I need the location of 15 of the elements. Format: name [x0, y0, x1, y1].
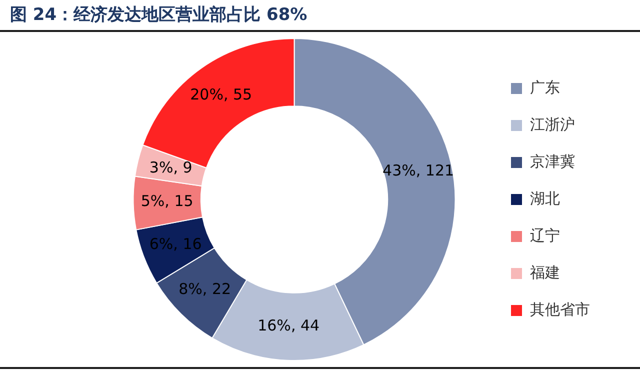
legend-label: 福建 — [530, 263, 560, 282]
legend-label: 辽宁 — [530, 226, 560, 244]
data-label: 43%, 121 — [382, 161, 454, 180]
data-label: 20%, 55 — [190, 85, 252, 104]
legend-label: 其他省市 — [530, 300, 590, 318]
legend-label: 京津冀 — [530, 152, 575, 170]
legend-label: 湖北 — [530, 189, 560, 208]
data-label: 16%, 44 — [258, 316, 320, 334]
data-label: 6%, 16 — [149, 235, 202, 254]
legend-label: 广东 — [530, 78, 560, 96]
legend-label: 江浙沪 — [530, 115, 575, 134]
data-label: 3%, 9 — [149, 158, 192, 177]
chart-title: 图 24：经济发达地区营业部占比 68% — [0, 0, 640, 32]
data-label: 8%, 22 — [178, 280, 232, 298]
data-label: 5%, 15 — [140, 192, 194, 210]
